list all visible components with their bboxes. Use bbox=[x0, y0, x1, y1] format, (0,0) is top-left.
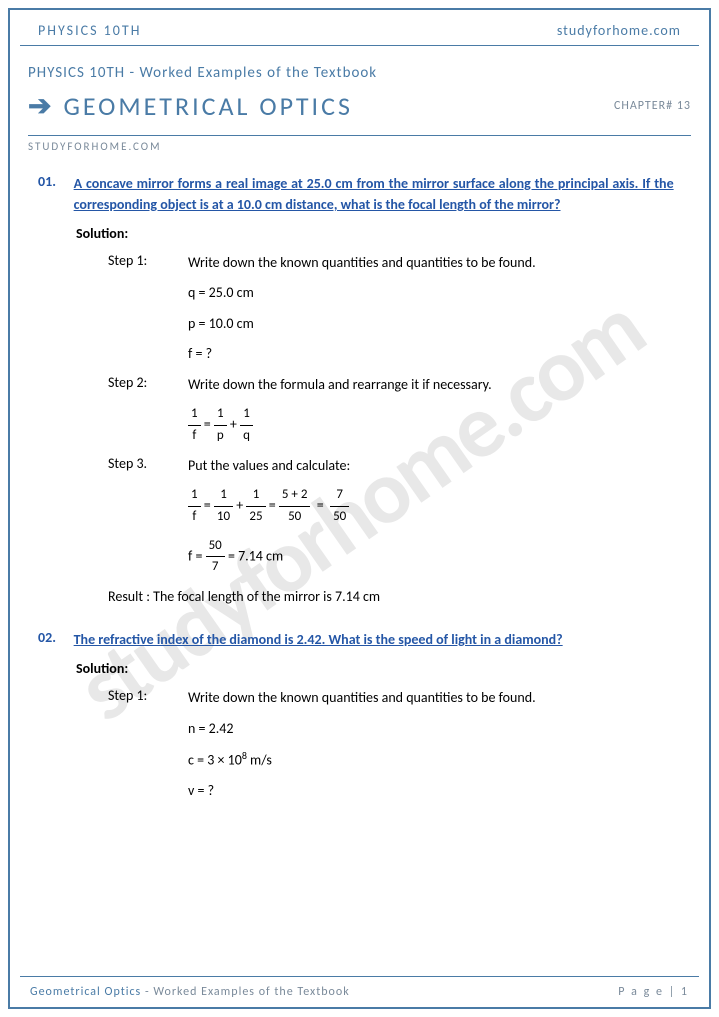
top-left: PHYSICS 10TH bbox=[38, 22, 141, 39]
q1-text: A concave mirror forms a real image at 2… bbox=[74, 173, 674, 215]
q1-result: Result : The focal length of the mirror … bbox=[108, 588, 681, 605]
q1-solution-label: Solution: bbox=[76, 225, 681, 242]
top-bar: PHYSICS 10TH studyforhome.com bbox=[20, 10, 699, 46]
q2-step1-label: Step 1: bbox=[108, 687, 188, 704]
top-right: studyforhome.com bbox=[557, 22, 681, 39]
chapter-title: GEOMETRICAL OPTICS bbox=[63, 90, 352, 122]
header: PHYSICS 10TH - Worked Examples of the Te… bbox=[10, 46, 709, 131]
q2-text: The refractive index of the diamond is 2… bbox=[74, 629, 674, 650]
q1-eq2: p = 10.0 cm bbox=[188, 313, 681, 335]
footer-page: P a g e | 1 bbox=[618, 985, 689, 999]
q2-step1-text: Write down the known quantities and quan… bbox=[188, 687, 648, 709]
q1-step3-text: Put the values and calculate: bbox=[188, 455, 648, 477]
q2-solution-label: Solution: bbox=[76, 660, 681, 677]
q2-eq3: v = ? bbox=[188, 780, 681, 802]
q1-step2-label: Step 2: bbox=[108, 374, 188, 391]
footer: Geometrical Optics - Worked Examples of … bbox=[20, 976, 699, 999]
chapter-number: CHAPTER# 13 bbox=[614, 99, 691, 113]
question-2: 02. The refractive index of the diamond … bbox=[38, 629, 681, 802]
site-line: STUDYFORHOME.COM bbox=[28, 135, 691, 153]
q1-step2-text: Write down the formula and rearrange it … bbox=[188, 374, 648, 396]
q1-number: 01. bbox=[38, 173, 70, 190]
q1-formula: 1f = 1p + 1q bbox=[188, 404, 681, 447]
q1-step1-label: Step 1: bbox=[108, 252, 188, 269]
q1-eq1: q = 25.0 cm bbox=[188, 282, 681, 304]
q2-eq1: n = 2.42 bbox=[188, 718, 681, 740]
q1-step3-label: Step 3. bbox=[108, 455, 188, 472]
q1-calc1: 1f = 110 + 125 = 5 + 250 = 750 bbox=[188, 485, 681, 528]
q1-step1-text: Write down the known quantities and quan… bbox=[188, 252, 648, 274]
q1-calc2: f = 507 = 7.14 cm bbox=[188, 536, 681, 579]
q2-number: 02. bbox=[38, 629, 70, 646]
footer-subtitle: - Worked Examples of the Textbook bbox=[141, 985, 349, 999]
footer-title: Geometrical Optics bbox=[30, 985, 141, 999]
question-1: 01. A concave mirror forms a real image … bbox=[38, 173, 681, 605]
arrow-icon: ➔ bbox=[28, 88, 51, 123]
q2-eq2: c = 3 × 108 m/s bbox=[188, 748, 681, 772]
subtitle: PHYSICS 10TH - Worked Examples of the Te… bbox=[28, 64, 691, 82]
content: 01. A concave mirror forms a real image … bbox=[10, 153, 709, 830]
q1-eq3: f = ? bbox=[188, 343, 681, 365]
